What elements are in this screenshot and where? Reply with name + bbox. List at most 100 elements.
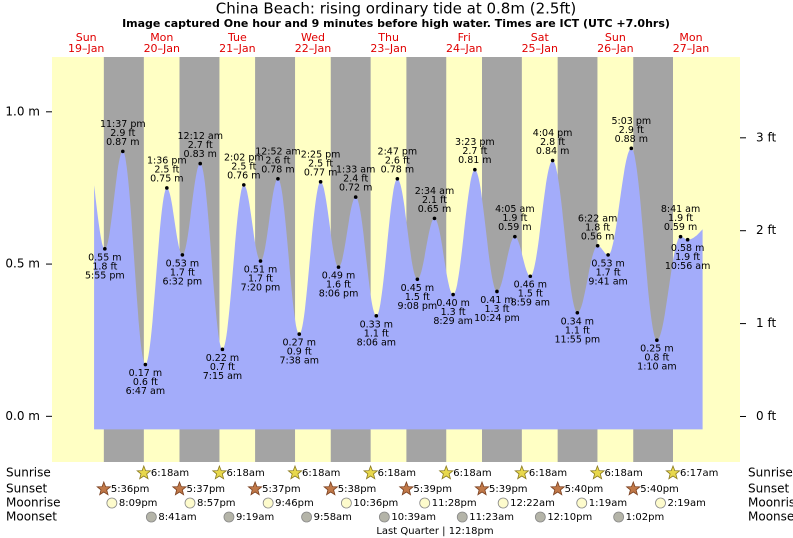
extreme-label: 0.78 m (261, 164, 294, 175)
extreme-label: 2.5 ft (231, 161, 256, 172)
sunset-icon (549, 480, 566, 496)
extreme-label: 2.5 ft (154, 164, 179, 175)
moonrise-time: 12:22am (510, 498, 555, 509)
sunrise-icon (438, 464, 454, 480)
tide-extreme (318, 180, 323, 184)
sunrise-time: 6:17am (680, 468, 718, 479)
sunset-icon (247, 480, 263, 496)
plot-layers (52, 57, 740, 462)
extreme-label: 0.17 m (129, 368, 162, 379)
moonset-icon (378, 511, 390, 523)
extreme-label: 7:38 am (280, 356, 319, 367)
extreme-label: 0.22 m (206, 353, 239, 364)
moonrise-time: 9:46pm (275, 498, 314, 509)
day-weekday: Sat (531, 31, 550, 44)
day-weekday: Mon (679, 31, 702, 44)
tide-extreme (103, 247, 107, 251)
moonrise-icon (419, 497, 431, 509)
extreme-label: 8:06 am (357, 337, 396, 348)
tide-extreme (451, 292, 455, 297)
sunrise-icon (514, 464, 530, 480)
moonrise-time: 2:19am (667, 498, 705, 509)
tide-extreme (678, 234, 683, 239)
extreme-label: 1.6 ft (326, 280, 351, 291)
extreme-label: 0.6 ft (133, 377, 158, 388)
tide-extreme (336, 265, 341, 269)
sunset-icon (323, 480, 339, 496)
extreme-label: 1.9 ft (502, 213, 527, 224)
sunset-time: 5:37pm (186, 484, 225, 495)
extreme-label: 0.59 m (664, 222, 697, 233)
day-weekday: Sun (605, 31, 626, 44)
extreme-label: 0.83 m (184, 149, 217, 160)
sunset-icon (625, 480, 641, 496)
extreme-label: 0.87 m (106, 137, 139, 148)
sunset-icon (398, 480, 415, 496)
moonrise-icon (106, 497, 118, 509)
extreme-label: 11:55 pm (554, 334, 600, 345)
extreme-label: 0.8 ft (644, 353, 669, 364)
moonrise-time: 1:19am (589, 498, 627, 509)
row-label: Sunrise (748, 466, 793, 480)
extreme-label: 0.78 m (381, 164, 414, 175)
extreme-label: 2:34 am (415, 186, 454, 197)
sunrise-time: 6:18am (378, 468, 416, 479)
tide-extreme (353, 195, 358, 199)
extreme-label: 1.1 ft (364, 328, 389, 339)
sunrise-icon (665, 464, 681, 480)
tide-extreme (575, 310, 580, 315)
extreme-label: 1.9 ft (668, 213, 693, 224)
extreme-label: 0.53 m (166, 258, 199, 269)
row-label: Sunrise (6, 466, 51, 480)
extreme-label: 2.8 ft (540, 137, 565, 148)
day-weekday: Tue (227, 31, 247, 44)
tide-area (94, 148, 703, 430)
extreme-label: 1:36 pm (147, 155, 187, 166)
extreme-label: 0.77 m (304, 167, 337, 178)
chart-title: China Beach: rising ordinary tide at 0.8… (216, 0, 576, 18)
row-label: Moonrise (6, 496, 61, 510)
sunset-time: 5:36pm (111, 484, 150, 495)
extreme-label: 0.40 m (436, 298, 469, 309)
moonset-time: 10:39am (391, 512, 436, 523)
tide-extreme (513, 234, 517, 239)
sunrise-time: 6:18am (453, 468, 491, 479)
moonset-time: 8:41am (158, 512, 196, 523)
extreme-label: 0.9 ft (287, 347, 312, 358)
moonset-time: 12:10pm (547, 512, 592, 523)
tide-extreme (395, 177, 400, 181)
extreme-label: 8:59 am (511, 298, 550, 309)
extreme-label: 9:08 pm (398, 301, 438, 312)
extreme-label: 2:02 pm (224, 152, 264, 163)
tide-extreme (180, 253, 185, 257)
sunset-icon (96, 480, 112, 496)
tide-extreme (655, 338, 659, 342)
sunset-time: 5:37pm (262, 484, 301, 495)
extreme-label: 2:25 pm (301, 149, 341, 160)
extreme-label: 2.9 ft (110, 128, 135, 139)
row-label: Sunset (6, 482, 47, 496)
extreme-label: 2.7 ft (188, 140, 213, 151)
moonset-icon (613, 511, 625, 523)
tide-extreme (528, 274, 533, 279)
extreme-label: 0.46 m (514, 280, 547, 291)
extreme-label: 2.4 ft (343, 174, 368, 185)
moonrise-time: 8:09pm (119, 498, 158, 509)
tide-extreme (120, 149, 125, 154)
extreme-label: 1.5 ft (518, 289, 543, 300)
tide-extreme (415, 277, 420, 282)
extreme-label: 7:20 pm (241, 283, 281, 294)
y-tick-label: 1.0 m (5, 104, 40, 118)
tide-extreme (198, 161, 203, 166)
tide-extreme (297, 332, 302, 336)
y-tick-label: 0.5 m (5, 257, 40, 271)
extreme-label: 2.6 ft (385, 155, 410, 166)
extreme-label: 4:05 am (495, 204, 534, 215)
extreme-label: 12:12 am (177, 131, 222, 142)
sunrise-icon (362, 464, 379, 480)
day-date: 24–Jan (446, 42, 482, 55)
tide-extreme (165, 186, 169, 190)
sunset-icon (171, 480, 188, 496)
extreme-label: 0.58 m (671, 243, 704, 254)
